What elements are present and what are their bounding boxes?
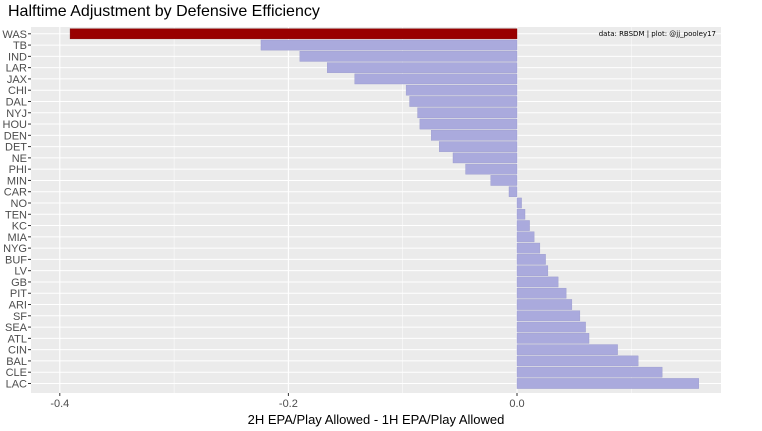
y-tick-label-was: WAS: [2, 29, 27, 41]
bar-no: [516, 197, 522, 209]
bar-cle: [516, 366, 663, 378]
bar-nyj: [417, 107, 518, 119]
bar-tb: [260, 39, 518, 51]
chart-title: Halftime Adjustment by Defensive Efficie…: [8, 3, 320, 20]
x-axis-title: 2H EPA/Play Allowed - 1H EPA/Play Allowe…: [248, 412, 505, 427]
bar-phi: [465, 163, 518, 175]
y-tick-label-nyj: NYJ: [6, 108, 27, 120]
x-tick-marks: [59, 393, 518, 396]
x-tick-label: -0.2: [279, 398, 298, 410]
y-tick-marks: [28, 33, 31, 384]
y-tick-label-buf: BUF: [5, 254, 27, 266]
bar-car: [508, 186, 518, 197]
y-tick-label-bal: BAL: [6, 356, 27, 368]
bar-ari: [516, 299, 573, 310]
bar-pit: [516, 287, 567, 299]
y-tick-label-ne: NE: [12, 153, 27, 165]
y-tick-label-lv: LV: [14, 266, 27, 278]
plot-panel: [31, 27, 721, 393]
y-tick-label-sf: SF: [13, 311, 27, 323]
y-tick-label-cle: CLE: [6, 367, 27, 379]
y-tick-label-car: CAR: [4, 187, 27, 199]
bar-lar: [327, 62, 518, 73]
x-tick-label: -0.4: [50, 398, 69, 410]
y-tick-label-lar: LAR: [6, 63, 27, 75]
bar-ten: [516, 209, 526, 220]
y-tick-label-lac: LAC: [6, 378, 27, 390]
bars: [69, 28, 699, 389]
bar-min: [490, 175, 518, 186]
y-tick-label-pit: PIT: [10, 288, 27, 300]
bar-mia: [516, 231, 535, 243]
bar-dal: [409, 96, 518, 107]
bar-ne: [452, 152, 518, 164]
bar-cin: [516, 344, 618, 355]
bar-bal: [516, 355, 639, 367]
bar-lv: [516, 265, 549, 276]
y-tick-label-ind: IND: [8, 51, 27, 63]
y-tick-label-tb: TB: [13, 40, 27, 52]
y-tick-label-phi: PHI: [9, 164, 27, 176]
y-tick-label-det: DET: [5, 142, 27, 154]
chart-caption: data: RBSDM | plot: @jj_pooley17: [599, 30, 716, 38]
bar-atl: [516, 333, 590, 344]
y-tick-label-hou: HOU: [3, 119, 28, 131]
y-tick-label-ten: TEN: [5, 209, 27, 221]
y-tick-label-no: NO: [11, 198, 28, 210]
y-tick-label-nyg: NYG: [3, 243, 27, 255]
bar-jax: [354, 73, 518, 85]
bar-buf: [516, 254, 546, 265]
bar-den: [431, 130, 518, 141]
y-tick-label-jax: JAX: [7, 74, 28, 86]
y-tick-label-dal: DAL: [6, 96, 27, 108]
y-tick-labels: WASTBINDLARJAXCHIDALNYJHOUDENDETNEPHIMIN…: [2, 29, 27, 391]
bar-ind: [299, 51, 518, 62]
bar-det: [439, 141, 518, 152]
x-tick-labels: -0.4 -0.2 0.0: [50, 398, 524, 410]
y-tick-label-min: MIN: [7, 175, 27, 187]
y-tick-label-kc: KC: [12, 221, 27, 233]
bar-sea: [516, 321, 586, 333]
bar-gb: [516, 276, 559, 288]
y-tick-label-mia: MIA: [7, 232, 27, 244]
bar-was: [69, 28, 518, 40]
y-tick-label-chi: CHI: [8, 85, 27, 97]
y-tick-label-gb: GB: [11, 277, 27, 289]
y-tick-label-cin: CIN: [8, 345, 27, 357]
bar-sf: [516, 310, 581, 322]
x-tick-label: 0.0: [509, 398, 524, 410]
y-tick-label-atl: ATL: [8, 333, 27, 345]
bar-hou: [419, 118, 518, 130]
y-tick-label-sea: SEA: [5, 322, 28, 334]
bar-nyg: [516, 242, 541, 254]
y-tick-label-den: DEN: [4, 130, 27, 142]
bar-kc: [516, 220, 530, 231]
bar-lac: [516, 378, 699, 389]
y-tick-label-ari: ARI: [9, 300, 27, 312]
bar-chi: [405, 84, 518, 96]
